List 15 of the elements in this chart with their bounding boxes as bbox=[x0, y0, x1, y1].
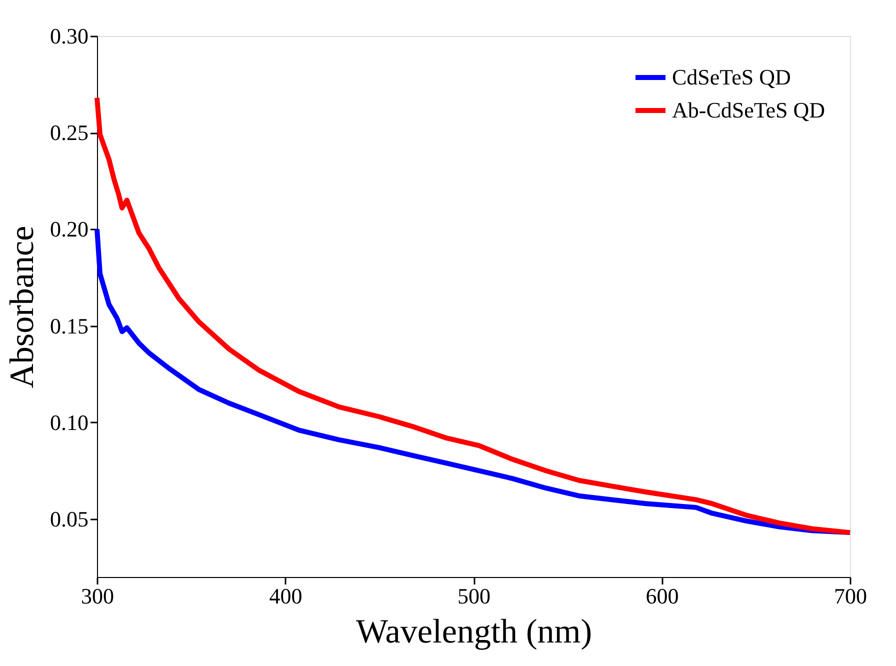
x-tick-label: 300 bbox=[81, 584, 114, 608]
y-tick-label: 0.25 bbox=[50, 120, 88, 146]
y-tick-label: 0.10 bbox=[50, 410, 88, 435]
x-tick-label: 700 bbox=[834, 584, 867, 608]
y-tick-label: 0.30 bbox=[50, 24, 88, 48]
x-tick-label: 500 bbox=[458, 584, 490, 608]
x-axis-title: Wavelength (nm) bbox=[356, 614, 592, 650]
legend-label: CdSeTeS QD bbox=[672, 64, 791, 90]
y-axis-title: Absorbance bbox=[4, 226, 41, 388]
legend-label: Ab-CdSeTeS QD bbox=[672, 98, 826, 122]
x-tick-label: 600 bbox=[646, 584, 679, 608]
x-tick-label: 400 bbox=[269, 584, 302, 608]
y-tick-label: 0.20 bbox=[50, 216, 88, 242]
y-tick-label: 0.15 bbox=[50, 313, 88, 338]
y-tick-label: 0.05 bbox=[50, 506, 88, 532]
